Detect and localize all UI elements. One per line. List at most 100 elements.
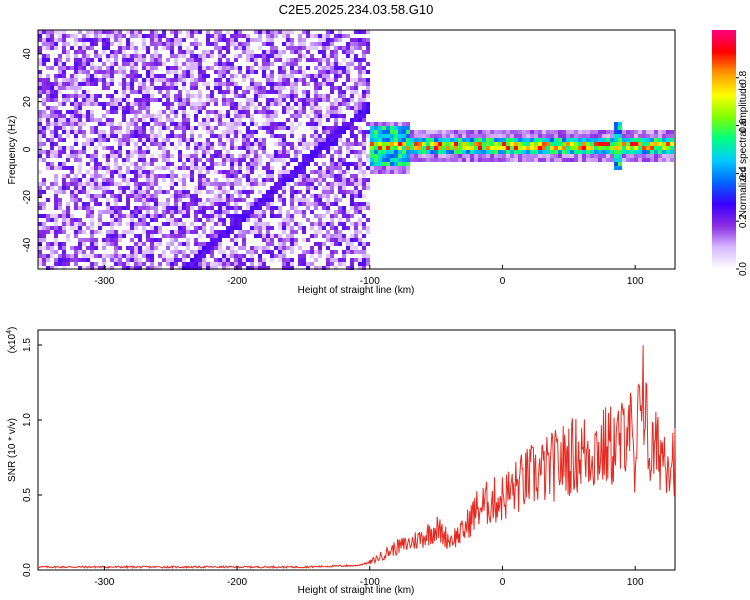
spectrogram-cell: [138, 90, 142, 94]
spectrogram-cell: [150, 174, 154, 178]
spectrogram-cell: [250, 162, 254, 166]
spectrogram-cell: [118, 34, 122, 38]
spectrogram-cell: [202, 266, 206, 270]
spectrogram-cell: [294, 98, 298, 102]
snr-panel: -300 -200 -100 0 100 0.00.51.01.5 Height of …: [6, 327, 676, 596]
spectrogram-cell: [90, 66, 94, 70]
spectrogram-cell: [378, 154, 382, 158]
spectrogram-cell: [194, 94, 198, 98]
colorbar-tick-label: 0.6: [738, 118, 749, 132]
spectrogram-cell: [234, 66, 238, 70]
spectrogram-cell: [138, 250, 142, 254]
spectrogram-cell: [154, 142, 158, 146]
spectrogram-cell: [594, 158, 598, 162]
spectrogram-cell: [226, 78, 230, 82]
spectrogram-cell: [150, 246, 154, 250]
spectrogram-cell: [334, 266, 338, 270]
spectrogram-cell: [74, 154, 78, 158]
spectrogram-cell: [78, 38, 82, 42]
spectrogram-cell: [482, 150, 486, 154]
spectrogram-cell: [122, 110, 126, 114]
spectrogram-cell: [86, 102, 90, 106]
spectrogram-cell: [170, 54, 174, 58]
spectrogram-cell: [210, 130, 214, 134]
spectrogram-cell: [334, 126, 338, 130]
spectrogram-cell: [46, 246, 50, 250]
spectrogram-cell: [350, 50, 354, 54]
spectrogram-cell: [78, 94, 82, 98]
spectrogram-cell: [598, 130, 602, 134]
spectrogram-cell: [326, 146, 330, 150]
spectrogram-cell: [410, 138, 414, 142]
spectrogram-cell: [94, 70, 98, 74]
spectrogram-cell: [310, 178, 314, 182]
spectrogram-cell: [314, 114, 318, 118]
spectrogram-cell: [326, 190, 330, 194]
spectrogram-cell: [198, 146, 202, 150]
spectrogram-cell: [482, 158, 486, 162]
spectrogram-cell: [290, 190, 294, 194]
spectrogram-cell: [334, 242, 338, 246]
spectrogram-cell: [330, 174, 334, 178]
spectrogram-cell: [178, 46, 182, 50]
spectrogram-cell: [398, 146, 402, 150]
spectrogram-cell: [246, 70, 250, 74]
spectrogram-cell: [194, 158, 198, 162]
spectrogram-cell: [422, 134, 426, 138]
spectrogram-cell: [334, 134, 338, 138]
spectrogram-cell: [86, 206, 90, 210]
spectrogram-cell: [66, 130, 70, 134]
spectrogram-cell: [118, 106, 122, 110]
spectrogram-cell: [190, 86, 194, 90]
spectrogram-cell: [194, 46, 198, 50]
spectrogram-cell: [622, 150, 626, 154]
spectrogram-cell: [214, 86, 218, 90]
spectrogram-cell: [266, 246, 270, 250]
spectrogram-cell: [150, 62, 154, 66]
spectrogram-cell: [238, 178, 242, 182]
spectrogram-cell: [238, 218, 242, 222]
spectrogram-cell: [278, 206, 282, 210]
spectrogram-cell: [106, 202, 110, 206]
spectrogram-cell: [202, 58, 206, 62]
spectrogram-cell: [182, 82, 186, 86]
spectrogram-cell: [550, 154, 554, 158]
spectrogram-cell: [118, 194, 122, 198]
spectrogram-cell: [278, 70, 282, 74]
spectrogram-cell: [438, 146, 442, 150]
spectrogram-cell: [250, 38, 254, 42]
spectrogram-cell: [190, 54, 194, 58]
spectrogram-cell: [54, 130, 58, 134]
spectrogram-cell: [222, 190, 226, 194]
spectrogram-cell: [270, 30, 274, 34]
spectrogram-cell: [338, 154, 342, 158]
spectrogram-cell: [302, 70, 306, 74]
spectrogram-cell: [78, 226, 82, 230]
spectrogram-cell: [398, 134, 402, 138]
spectrogram-cell: [462, 142, 466, 146]
spectrogram-cell: [338, 178, 342, 182]
spectrogram-cell: [102, 70, 106, 74]
spectrogram-cell: [50, 246, 54, 250]
spectrogram-cell: [82, 202, 86, 206]
spectrogram-cell: [90, 250, 94, 254]
spectrogram-cell: [110, 154, 114, 158]
spectrogram-cell: [378, 170, 382, 174]
spectrogram-cell: [62, 102, 66, 106]
spectrogram-cell: [46, 98, 50, 102]
spectrogram-cell: [318, 194, 322, 198]
spectrogram-cell: [190, 154, 194, 158]
spectrogram-cell: [210, 126, 214, 130]
spectrogram-cell: [502, 158, 506, 162]
spectrogram-cell: [274, 110, 278, 114]
spectrogram-cell: [246, 150, 250, 154]
spectrogram-cell: [230, 62, 234, 66]
spectrogram-cell: [638, 138, 642, 142]
spectrogram-cell: [206, 218, 210, 222]
spectrogram-cell: [310, 186, 314, 190]
spectrogram-cell: [594, 150, 598, 154]
spectrogram-cell: [294, 238, 298, 242]
spectrogram-cell: [142, 62, 146, 66]
spectrogram-cell: [234, 130, 238, 134]
spectrogram-cell: [78, 198, 82, 202]
